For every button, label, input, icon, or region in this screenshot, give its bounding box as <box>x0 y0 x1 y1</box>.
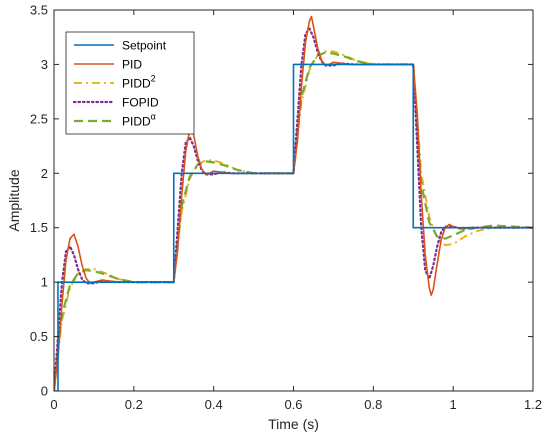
legend-label: PID <box>122 58 142 72</box>
x-tick-label: 0 <box>50 397 57 412</box>
legend-label-superscript: α <box>151 112 156 122</box>
legend-label-base: PIDD <box>122 115 151 129</box>
legend-label: PIDDα <box>122 112 156 129</box>
x-tick-label: 0.2 <box>125 397 143 412</box>
legend-label-base: PID <box>122 58 142 72</box>
y-tick-label: 0 <box>41 384 48 399</box>
y-tick-label: 3 <box>41 57 48 72</box>
legend-label: FOPID <box>122 96 159 110</box>
x-tick-label: 0.8 <box>364 397 382 412</box>
legend-label: PIDD2 <box>122 74 156 91</box>
x-tick-label: 0.4 <box>205 397 223 412</box>
x-tick-label: 0.6 <box>284 397 302 412</box>
legend-label-base: FOPID <box>122 96 159 110</box>
y-tick-label: 0.5 <box>30 329 48 344</box>
x-tick-label: 1 <box>450 397 457 412</box>
x-axis-label: Time (s) <box>268 416 319 432</box>
axis-ticks: 0 0.2 0.4 0.6 0.8 1 1.2 0 0.5 1 1.5 2 2.5 3 3.5 <box>30 3 542 413</box>
x-tick-label: 1.2 <box>524 397 542 412</box>
legend-label-base: Setpoint <box>122 39 167 53</box>
y-tick-label: 2 <box>41 166 48 181</box>
y-tick-label: 2.5 <box>30 111 48 126</box>
y-tick-label: 1.5 <box>30 220 48 235</box>
legend-label-superscript: 2 <box>151 74 156 84</box>
legend-label-base: PIDD <box>122 77 151 91</box>
series-line-1 <box>54 15 533 391</box>
y-tick-label: 3.5 <box>30 3 48 18</box>
y-axis-label: Amplitude <box>6 169 22 231</box>
legend-label: Setpoint <box>122 39 167 53</box>
y-tick-label: 1 <box>41 275 48 290</box>
